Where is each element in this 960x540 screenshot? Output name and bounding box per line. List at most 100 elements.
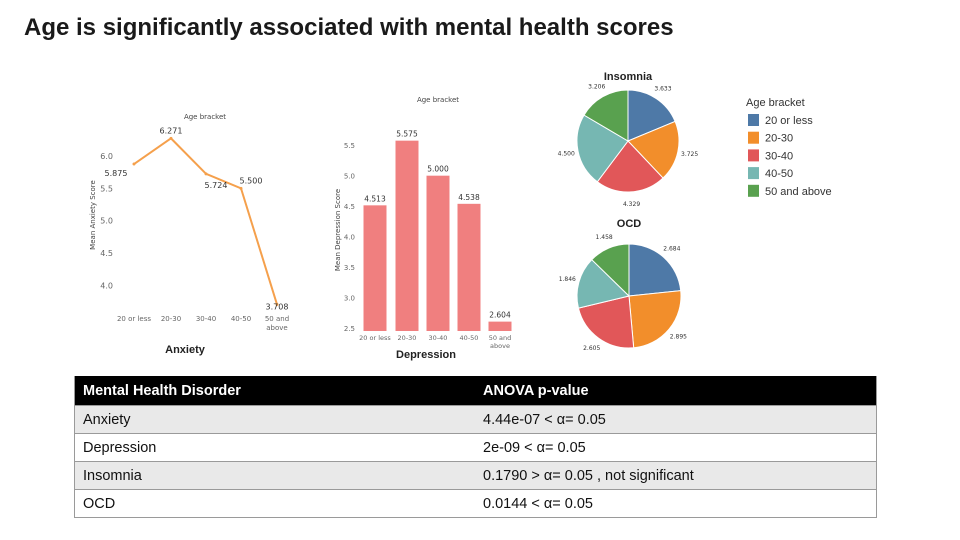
line-point [204, 172, 208, 176]
x-tick-label: 40-50 [460, 334, 479, 342]
pie-slice [577, 295, 635, 349]
y-tick-label: 4.5 [344, 203, 355, 211]
chart-title: OCD [617, 218, 642, 230]
pie-slice [583, 89, 629, 142]
pie-slice [576, 114, 629, 183]
y-tick-label: 5.0 [344, 173, 355, 181]
x-tick-label: 20 or less [359, 334, 391, 342]
depression-bar [457, 203, 481, 331]
table-cell-disorder: Insomnia [74, 461, 475, 490]
y-tick-label: 4.0 [100, 282, 113, 291]
y-axis-label: Mean Depression Score [334, 189, 342, 271]
x-tick-label: above [266, 324, 287, 332]
legend-title: Age bracket [746, 97, 805, 109]
data-label: 4.329 [623, 201, 640, 208]
pie-slice [627, 120, 680, 179]
table-row: Insomnia 0.1790 > α= 0.05 , not signific… [74, 461, 877, 490]
chart-title: Anxiety [165, 344, 206, 356]
pie-slice [628, 243, 682, 297]
data-label: 2.684 [663, 245, 680, 252]
table-cell-pvalue: 0.1790 > α= 0.05 , not significant [475, 461, 877, 490]
chart-title: Depression [396, 349, 456, 361]
page-title: Age is significantly associated with men… [24, 14, 674, 41]
y-tick-label: 4.0 [344, 234, 355, 242]
data-label: 6.271 [160, 126, 183, 135]
charts-canvas: Age bracket Mean Anxiety Score 4.0 4.5 5.0 5.… [89, 71, 832, 361]
y-tick-label: 6.0 [100, 152, 113, 161]
table-cell-disorder: Anxiety [74, 405, 475, 434]
x-tick-label: 30-40 [196, 315, 216, 323]
depression-bar [488, 321, 512, 331]
chart-title: Insomnia [604, 71, 653, 83]
y-tick-label: 3.0 [344, 295, 355, 303]
y-tick-label: 3.5 [344, 264, 355, 272]
data-label: 5.500 [240, 176, 263, 185]
data-label: 3.633 [654, 86, 671, 93]
data-label: 5.875 [105, 169, 128, 178]
legend-swatch [748, 131, 759, 144]
depression-bar [426, 175, 450, 331]
data-label: 2.895 [670, 334, 687, 341]
x-tick-label: 50 and [489, 334, 512, 342]
pie-slice [576, 258, 630, 309]
line-point [275, 302, 279, 306]
line-point [239, 186, 243, 190]
legend-swatch [748, 184, 759, 197]
table-cell-pvalue: 2e-09 < α= 0.05 [475, 433, 877, 462]
chart-subtitle: Age bracket [184, 113, 226, 121]
data-label: 5.724 [205, 181, 228, 190]
data-label: 4.500 [558, 150, 575, 157]
table-header-row: Mental Health Disorder ANOVA p-value [74, 376, 877, 406]
y-tick-label: 2.5 [344, 325, 355, 333]
anova-table: Mental Health Disorder ANOVA p-value Anx… [74, 376, 877, 518]
anxiety-line [133, 137, 278, 305]
data-label: 3.725 [681, 151, 698, 158]
pie-slice [591, 243, 630, 298]
depression-bar [395, 140, 419, 331]
data-label: 2.604 [489, 311, 511, 320]
x-tick-label: 20-30 [398, 334, 417, 342]
y-tick-label: 5.0 [100, 217, 113, 226]
legend-item-label: 20-30 [765, 133, 793, 145]
x-tick-label: 50 and [265, 315, 289, 323]
data-label: 5.000 [427, 165, 449, 174]
x-tick-label: 40-50 [231, 315, 251, 323]
table-row: Depression 2e-09 < α= 0.05 [74, 433, 877, 462]
table-cell-disorder: OCD [74, 489, 475, 518]
data-label: 1.846 [559, 276, 576, 283]
y-tick-label: 4.5 [100, 249, 113, 258]
pie-slice [628, 290, 682, 349]
line-point [169, 136, 173, 140]
legend-item-label: 40-50 [765, 168, 793, 180]
table-row: Anxiety 4.44e-07 < α= 0.05 [74, 405, 877, 434]
legend-item-label: 50 and above [765, 186, 832, 198]
legend-swatch [748, 167, 759, 180]
table-header-disorder: Mental Health Disorder [74, 376, 475, 406]
x-tick-label: 20-30 [161, 315, 181, 323]
depression-bar [363, 205, 387, 331]
data-label: 5.575 [396, 130, 418, 139]
y-tick-label: 5.5 [100, 184, 113, 193]
table-header-pvalue: ANOVA p-value [475, 376, 877, 406]
data-label: 2.605 [583, 345, 600, 352]
y-axis-label: Mean Anxiety Score [89, 180, 97, 250]
x-tick-label: 30-40 [429, 334, 448, 342]
data-label: 4.513 [364, 194, 386, 203]
table-cell-pvalue: 0.0144 < α= 0.05 [475, 489, 877, 518]
legend-item-label: 30-40 [765, 150, 793, 162]
y-tick-label: 5.5 [344, 142, 355, 150]
table-cell-pvalue: 4.44e-07 < α= 0.05 [475, 405, 877, 434]
legend-swatch [748, 149, 759, 162]
data-label: 1.458 [596, 234, 613, 241]
pie-slice [596, 140, 664, 193]
table-row: OCD 0.0144 < α= 0.05 [74, 489, 877, 518]
table-cell-disorder: Depression [74, 433, 475, 462]
pie-slice [627, 89, 676, 142]
legend-item-label: 20 or less [765, 115, 813, 127]
data-label: 3.206 [588, 83, 605, 90]
data-label: 3.708 [266, 302, 289, 311]
chart-subtitle: Age bracket [417, 96, 459, 104]
legend-swatch [748, 114, 759, 126]
x-tick-label: 20 or less [117, 315, 151, 323]
data-label: 4.538 [458, 193, 480, 202]
